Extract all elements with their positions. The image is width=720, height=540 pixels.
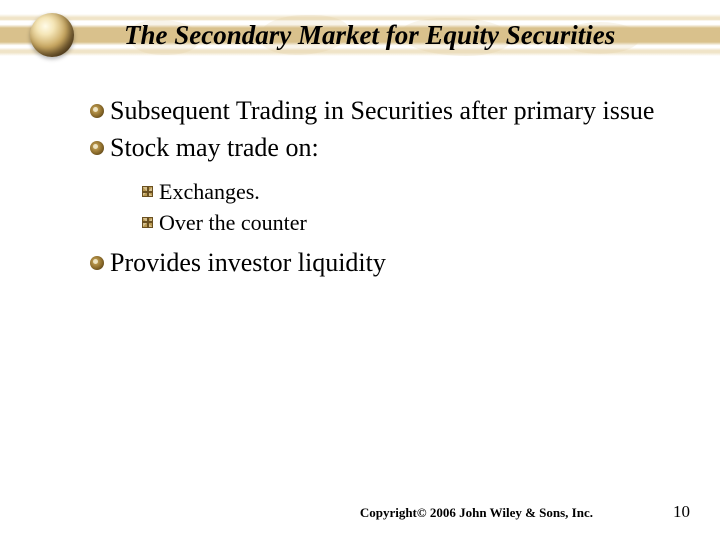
slide-footer: Copyright© 2006 John Wiley & Sons, Inc. …: [0, 502, 720, 522]
bullet-text: Provides investor liquidity: [110, 247, 386, 280]
bullet-text: Stock may trade on:: [110, 132, 319, 165]
globe-icon: [30, 13, 74, 57]
sub-bullet-item: Over the counter: [142, 209, 670, 238]
bullet-text: Subsequent Trading in Securities after p…: [110, 95, 654, 128]
sub-bullet-item: Exchanges.: [142, 178, 670, 207]
bullet-item: Stock may trade on:: [90, 132, 670, 165]
slide-title: The Secondary Market for Equity Securiti…: [124, 20, 615, 51]
copyright-text: Copyright© 2006 John Wiley & Sons, Inc.: [360, 505, 593, 521]
sub-bullet-icon: [142, 217, 153, 228]
bullet-item: Provides investor liquidity: [90, 247, 670, 280]
bullet-icon: [90, 104, 104, 118]
bullet-icon: [90, 256, 104, 270]
title-band: The Secondary Market for Equity Securiti…: [0, 0, 720, 70]
sub-bullet-text: Over the counter: [159, 209, 307, 238]
slide-content: Subsequent Trading in Securities after p…: [90, 95, 670, 284]
page-number: 10: [673, 502, 690, 522]
bullet-icon: [90, 141, 104, 155]
sub-bullet-list: Exchanges. Over the counter: [142, 178, 670, 237]
bullet-item: Subsequent Trading in Securities after p…: [90, 95, 670, 128]
sub-bullet-text: Exchanges.: [159, 178, 260, 207]
sub-bullet-icon: [142, 186, 153, 197]
